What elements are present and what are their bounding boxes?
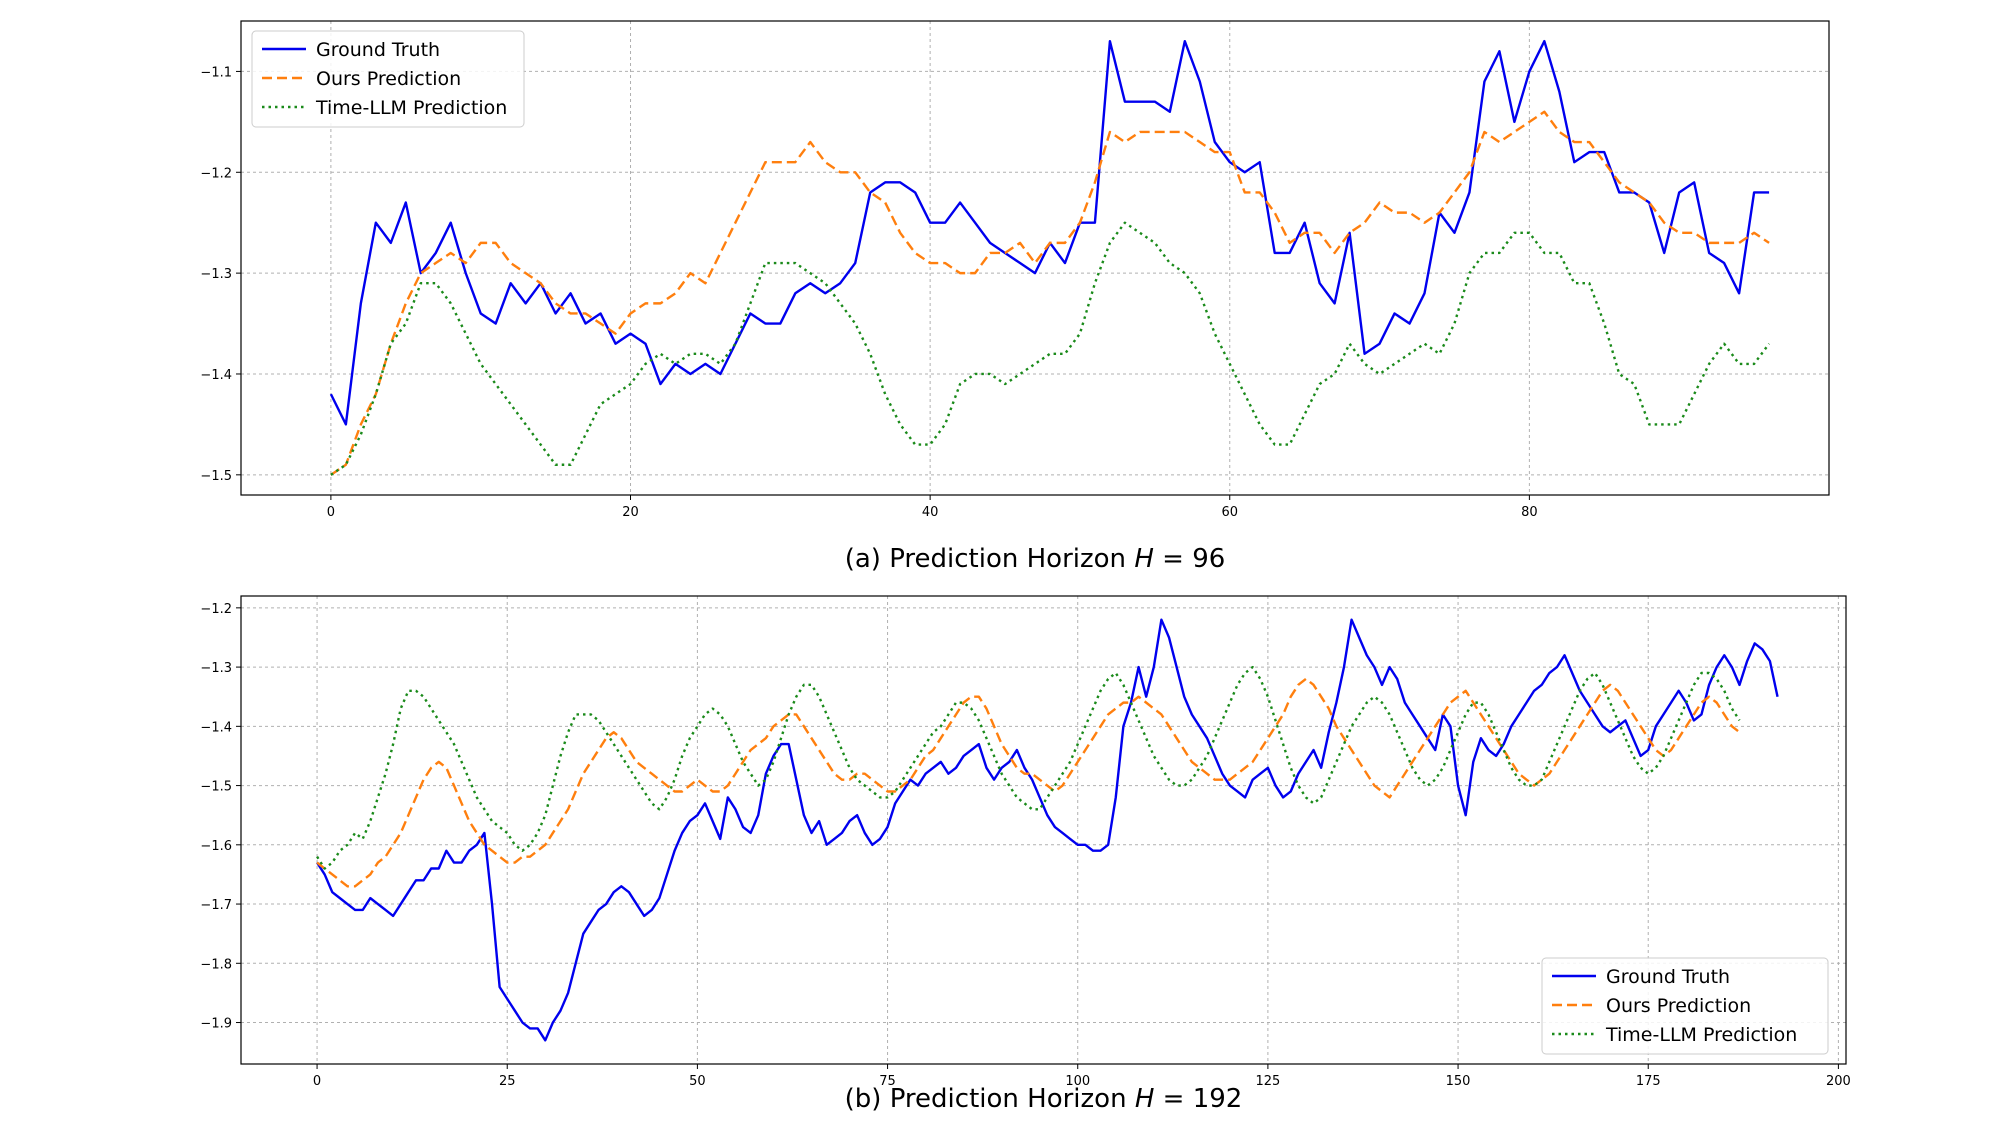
chart-panel-b: 0 25 50 75 100 125 150 175 200 −1.9 −1.8 −1.7 −1.6 −1… <box>200 595 1851 1114</box>
y-tick-label: −1.2 <box>200 166 232 181</box>
chart-panel-a: 0 20 40 60 80 −1.5 −1.4 −1.3 −1.2 −1.1 Ground Trut… <box>200 20 1830 574</box>
x-tick-label: 0 <box>313 1074 321 1089</box>
y-tick-label: −1.3 <box>200 267 232 282</box>
y-tick-label: −1.5 <box>200 780 232 795</box>
x-tick-label: 40 <box>922 505 939 520</box>
axes-frame <box>240 595 1847 1065</box>
chart-caption: (b) Prediction Horizon H = 192 <box>845 1084 1243 1114</box>
x-tick-label: 25 <box>499 1074 516 1089</box>
series-line-ground-truth <box>316 618 1779 1042</box>
series-line-ground-truth <box>329 39 1770 426</box>
caption-suffix: = 192 <box>1154 1084 1242 1114</box>
series-line-time-llm-prediction <box>330 221 1771 476</box>
x-tick-label: 80 <box>1521 505 1538 520</box>
y-tick-label: −1.7 <box>200 898 232 913</box>
caption-prefix: (a) Prediction Horizon <box>845 544 1135 574</box>
x-tick-label: 60 <box>1221 505 1238 520</box>
legend-label: Ground Truth <box>316 39 440 61</box>
y-tick-label: −1.4 <box>200 720 232 735</box>
y-tick-label: −1.3 <box>200 661 232 676</box>
series-line-ours-prediction <box>330 110 1770 476</box>
caption-suffix: = 96 <box>1154 544 1225 574</box>
legend-label: Ours Prediction <box>316 68 461 90</box>
x-tick-label: 75 <box>879 1074 896 1089</box>
x-tick-label: 0 <box>327 505 335 520</box>
legend-box <box>251 30 525 128</box>
x-tick-label: 200 <box>1826 1074 1851 1089</box>
x-tick-label: 50 <box>689 1074 706 1089</box>
legend-box <box>1541 957 1829 1055</box>
x-tick-label: 100 <box>1065 1074 1090 1089</box>
y-tick-label: −1.8 <box>200 957 232 972</box>
x-tick-label: 20 <box>622 505 639 520</box>
x-tick-label: 150 <box>1446 1074 1471 1089</box>
y-tick-label: −1.2 <box>200 602 232 617</box>
series-line-ours-prediction <box>316 677 1741 888</box>
y-tick-label: −1.9 <box>200 1017 232 1032</box>
legend-label: Ground Truth <box>1606 966 1730 988</box>
axes-frame <box>240 20 1830 496</box>
y-tick-label: −1.5 <box>200 469 232 484</box>
chart-caption: (a) Prediction Horizon H = 96 <box>845 544 1226 574</box>
x-tick-label: 125 <box>1255 1074 1280 1089</box>
series-line-time-llm-prediction <box>316 665 1741 870</box>
legend-label: Time-LLM Prediction <box>1605 1024 1797 1046</box>
legend: Ground Truth Ours Prediction Time-LLM Pred… <box>251 30 525 128</box>
legend-label: Ours Prediction <box>1606 995 1751 1017</box>
caption-variable: H <box>1134 544 1154 574</box>
legend-label: Time-LLM Prediction <box>315 97 507 119</box>
x-tick-label: 175 <box>1636 1074 1661 1089</box>
caption-variable: H <box>1135 1084 1155 1114</box>
caption-prefix: (b) Prediction Horizon <box>845 1084 1135 1114</box>
y-tick-label: −1.1 <box>200 65 232 80</box>
y-tick-label: −1.4 <box>200 368 232 383</box>
y-tick-label: −1.6 <box>200 839 232 854</box>
legend: Ground Truth Ours Prediction Time-LLM Pred… <box>1541 957 1829 1055</box>
